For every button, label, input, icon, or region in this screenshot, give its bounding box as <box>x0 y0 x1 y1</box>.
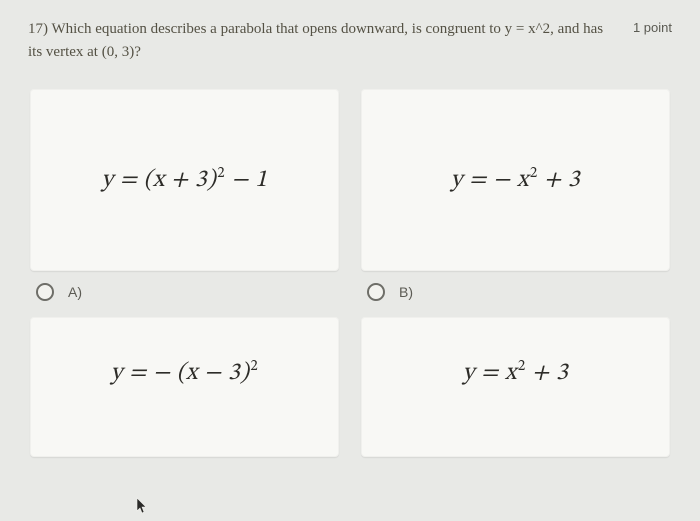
option-label-b: B) <box>399 284 413 300</box>
option-cell-c: y = − (x − 3)2 <box>30 317 339 457</box>
option-cell-d: y = x2 + 3 <box>361 317 670 457</box>
option-card-d[interactable]: y = x2 + 3 <box>361 317 670 457</box>
option-cell-a: y = (x + 3)2 − 1 A) <box>30 89 339 317</box>
radio-b[interactable] <box>367 283 385 301</box>
option-card-a[interactable]: y = (x + 3)2 − 1 <box>30 89 339 271</box>
option-cell-b: y = − x2 + 3 B) <box>361 89 670 317</box>
equation-b: y = − x2 + 3 <box>451 164 580 195</box>
radio-a[interactable] <box>36 283 54 301</box>
cursor-icon <box>136 497 148 515</box>
equation-c: y = − (x − 3)2 <box>111 357 259 388</box>
option-label-a: A) <box>68 284 82 300</box>
option-row-b[interactable]: B) <box>361 271 670 317</box>
question-text: 17) Which equation describes a parabola … <box>28 18 615 65</box>
question-header: 17) Which equation describes a parabola … <box>0 0 700 79</box>
options-grid: y = (x + 3)2 − 1 A) y = − x2 + 3 B) y = … <box>0 79 700 457</box>
option-card-b[interactable]: y = − x2 + 3 <box>361 89 670 271</box>
option-card-c[interactable]: y = − (x − 3)2 <box>30 317 339 457</box>
question-body: Which equation describes a parabola that… <box>28 21 603 60</box>
question-number: 17) <box>28 21 48 37</box>
points-label: 1 point <box>615 18 672 35</box>
option-row-a[interactable]: A) <box>30 271 339 317</box>
equation-a: y = (x + 3)2 − 1 <box>101 164 267 195</box>
equation-d: y = x2 + 3 <box>463 357 568 388</box>
